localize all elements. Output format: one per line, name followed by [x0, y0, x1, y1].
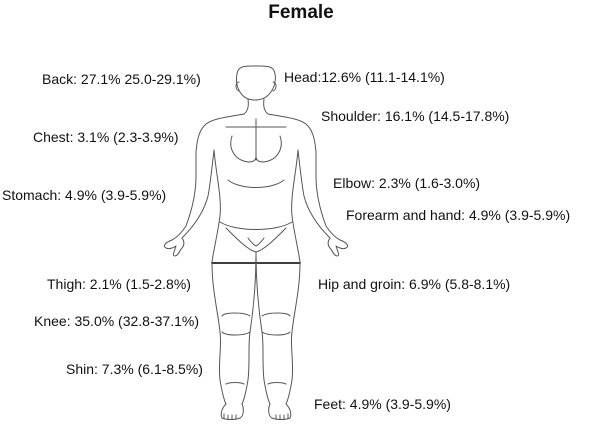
left-hand [163, 237, 185, 257]
left-knee [221, 312, 251, 336]
right-hand [327, 237, 349, 257]
figure-title: Female [268, 2, 334, 23]
neck-right [263, 98, 269, 115]
right-leg-inner [255, 251, 271, 405]
label-forearm-hand: Forearm and hand: 4.9% (3.9-5.9%) [346, 207, 571, 223]
left-ankle [225, 382, 245, 385]
torso-left-outline [171, 113, 245, 241]
label-back: Back: 27.1% 25.0-29.1%) [42, 71, 201, 87]
right-breast [255, 135, 282, 163]
left-leg-inner [241, 251, 257, 405]
label-elbow: Elbow: 2.3% (1.6-3.0%) [333, 175, 481, 191]
label-chest: Chest: 3.1% (2.3-3.9%) [33, 129, 179, 145]
label-stomach: Stomach: 4.9% (3.9-5.9%) [2, 187, 167, 203]
right-ankle [267, 382, 287, 385]
label-hip-groin: Hip and groin: 6.9% (5.8-8.1%) [318, 276, 511, 292]
groin-v [225, 227, 287, 253]
label-head: Head:12.6% (11.1-14.1%) [284, 69, 445, 85]
stomach-arc [227, 179, 285, 188]
torso-right-outline [267, 113, 341, 241]
right-inner-arm [297, 149, 331, 239]
lower-abdomen [219, 221, 293, 230]
right-toes [275, 413, 289, 420]
neck-left [243, 98, 249, 115]
right-ear [272, 81, 277, 92]
head-outline [236, 65, 276, 101]
label-shin: Shin: 7.3% (6.1-8.5%) [66, 361, 203, 377]
groin-center [247, 237, 265, 247]
left-breast [230, 135, 257, 163]
left-foot [220, 403, 244, 420]
label-feet: Feet: 4.9% (3.9-5.9%) [314, 396, 451, 412]
left-toes [223, 413, 237, 420]
left-ear [235, 81, 240, 92]
right-leg-outer [285, 262, 301, 405]
right-knee [261, 312, 291, 336]
left-leg-outer [211, 262, 227, 405]
label-thigh: Thigh: 2.1% (1.5-2.8%) [47, 276, 191, 292]
right-foot [268, 403, 292, 420]
left-inner-arm [181, 149, 215, 239]
hip-right [291, 149, 301, 263]
hip-left [211, 149, 221, 263]
label-knee: Knee: 35.0% (32.8-37.1%) [34, 313, 199, 329]
label-shoulder: Shoulder: 16.1% (14.5-17.8%) [321, 108, 510, 124]
